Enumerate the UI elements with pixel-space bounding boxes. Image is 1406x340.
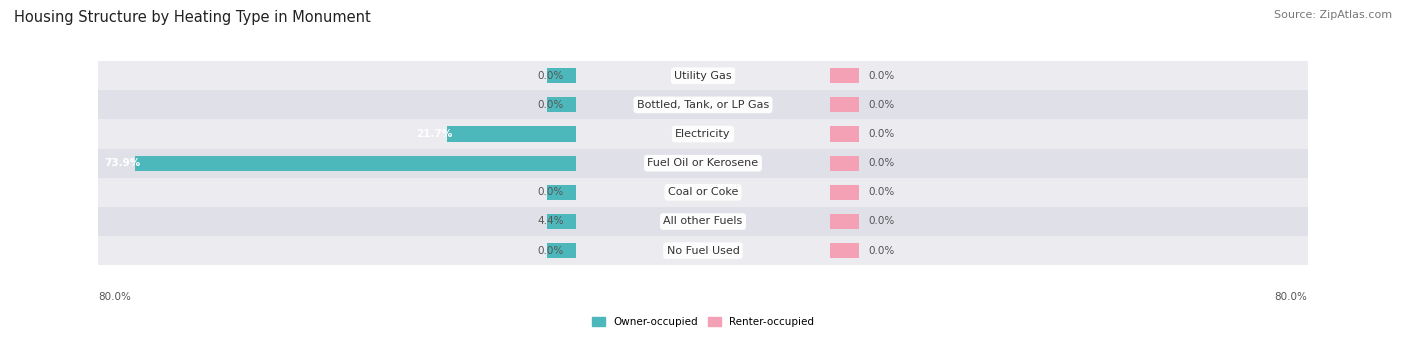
Text: No Fuel Used: No Fuel Used [666,245,740,256]
Text: 0.0%: 0.0% [869,217,894,226]
Text: Housing Structure by Heating Type in Monument: Housing Structure by Heating Type in Mon… [14,10,371,25]
Text: 0.0%: 0.0% [869,158,894,168]
Text: 0.0%: 0.0% [537,245,564,256]
Text: 4.4%: 4.4% [537,217,564,226]
Bar [830,126,859,142]
Bar [547,214,576,229]
Bar [830,97,859,113]
Bar [0,61,1406,90]
Legend: Owner-occupied, Renter-occupied: Owner-occupied, Renter-occupied [588,313,818,331]
Text: All other Fuels: All other Fuels [664,217,742,226]
Text: 0.0%: 0.0% [537,71,564,81]
Text: Electricity: Electricity [675,129,731,139]
Bar [547,185,576,200]
Text: 80.0%: 80.0% [1275,292,1308,302]
Text: 0.0%: 0.0% [869,100,894,110]
Bar [830,243,859,258]
Bar [0,61,1406,90]
Bar [830,214,859,229]
Bar [447,126,576,142]
Bar [0,178,1406,207]
Text: 21.7%: 21.7% [416,129,453,139]
Bar [0,178,1406,207]
Text: Fuel Oil or Kerosene: Fuel Oil or Kerosene [647,158,759,168]
Text: 0.0%: 0.0% [869,129,894,139]
Bar [0,119,1406,149]
Bar [0,149,1406,178]
Text: 73.9%: 73.9% [104,158,141,168]
Bar [0,207,1406,236]
Text: Utility Gas: Utility Gas [675,71,731,81]
Bar [547,68,576,83]
Bar [0,149,1406,178]
Text: 80.0%: 80.0% [98,292,131,302]
Text: 0.0%: 0.0% [869,71,894,81]
Bar [547,243,576,258]
Bar [0,119,1406,149]
Text: Source: ZipAtlas.com: Source: ZipAtlas.com [1274,10,1392,20]
Bar [0,236,1406,265]
Bar [0,178,1406,207]
Text: Coal or Coke: Coal or Coke [668,187,738,197]
Bar [0,207,1406,236]
Text: 0.0%: 0.0% [537,100,564,110]
Text: Bottled, Tank, or LP Gas: Bottled, Tank, or LP Gas [637,100,769,110]
Bar [0,90,1406,119]
Text: 0.0%: 0.0% [869,187,894,197]
Bar [0,236,1406,265]
Bar [0,119,1406,149]
Bar [830,68,859,83]
Bar [0,149,1406,178]
Text: 0.0%: 0.0% [869,245,894,256]
Bar [830,156,859,171]
Bar [0,207,1406,236]
Bar [547,97,576,113]
Bar [830,185,859,200]
Bar [0,90,1406,119]
Bar [0,90,1406,119]
Bar [0,236,1406,265]
Bar [135,156,576,171]
Text: 0.0%: 0.0% [537,187,564,197]
Bar [0,61,1406,90]
